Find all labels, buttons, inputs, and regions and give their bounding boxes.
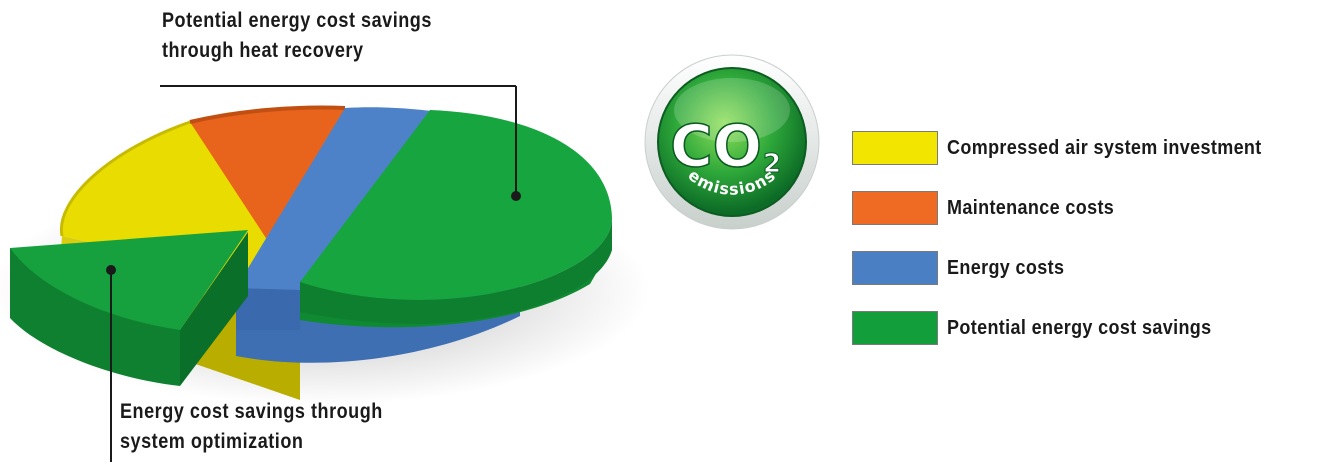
legend-swatch [852, 251, 938, 285]
annotation-system-optimization-line2: system optimization [120, 430, 304, 453]
slice-system-optimization-savings [10, 230, 248, 386]
legend-item: Energy costs [852, 238, 1297, 298]
legend-swatch [852, 191, 938, 225]
legend-item: Potential energy cost savings [852, 298, 1297, 358]
legend: Compressed air system investment Mainten… [852, 118, 1297, 358]
annotation-leader-bottom [106, 265, 116, 462]
legend-swatch [852, 131, 938, 165]
annotation-heat-recovery-line1: Potential energy cost savings [162, 9, 432, 32]
co2-badge-icon: lower CO 2 emissions [644, 37, 820, 230]
co2-main-text: CO [670, 112, 762, 180]
legend-swatch [852, 311, 938, 345]
legend-label: Compressed air system investment [947, 136, 1262, 159]
legend-item: Compressed air system investment [852, 118, 1297, 178]
annotation-system-optimization: Energy cost savings through system optim… [120, 397, 383, 457]
annotation-leader-top [160, 85, 521, 201]
legend-label: Potential energy cost savings [947, 316, 1212, 339]
annotation-heat-recovery: Potential energy cost savings through he… [162, 6, 432, 66]
legend-label: Energy costs [947, 256, 1065, 279]
annotation-system-optimization-line1: Energy cost savings through [120, 400, 383, 423]
legend-item: Maintenance costs [852, 178, 1297, 238]
slice-heat-recovery-savings [300, 110, 612, 328]
annotation-heat-recovery-line2: through heat recovery [162, 39, 364, 62]
legend-label: Maintenance costs [947, 196, 1115, 219]
co2-subscript: 2 [763, 149, 781, 179]
